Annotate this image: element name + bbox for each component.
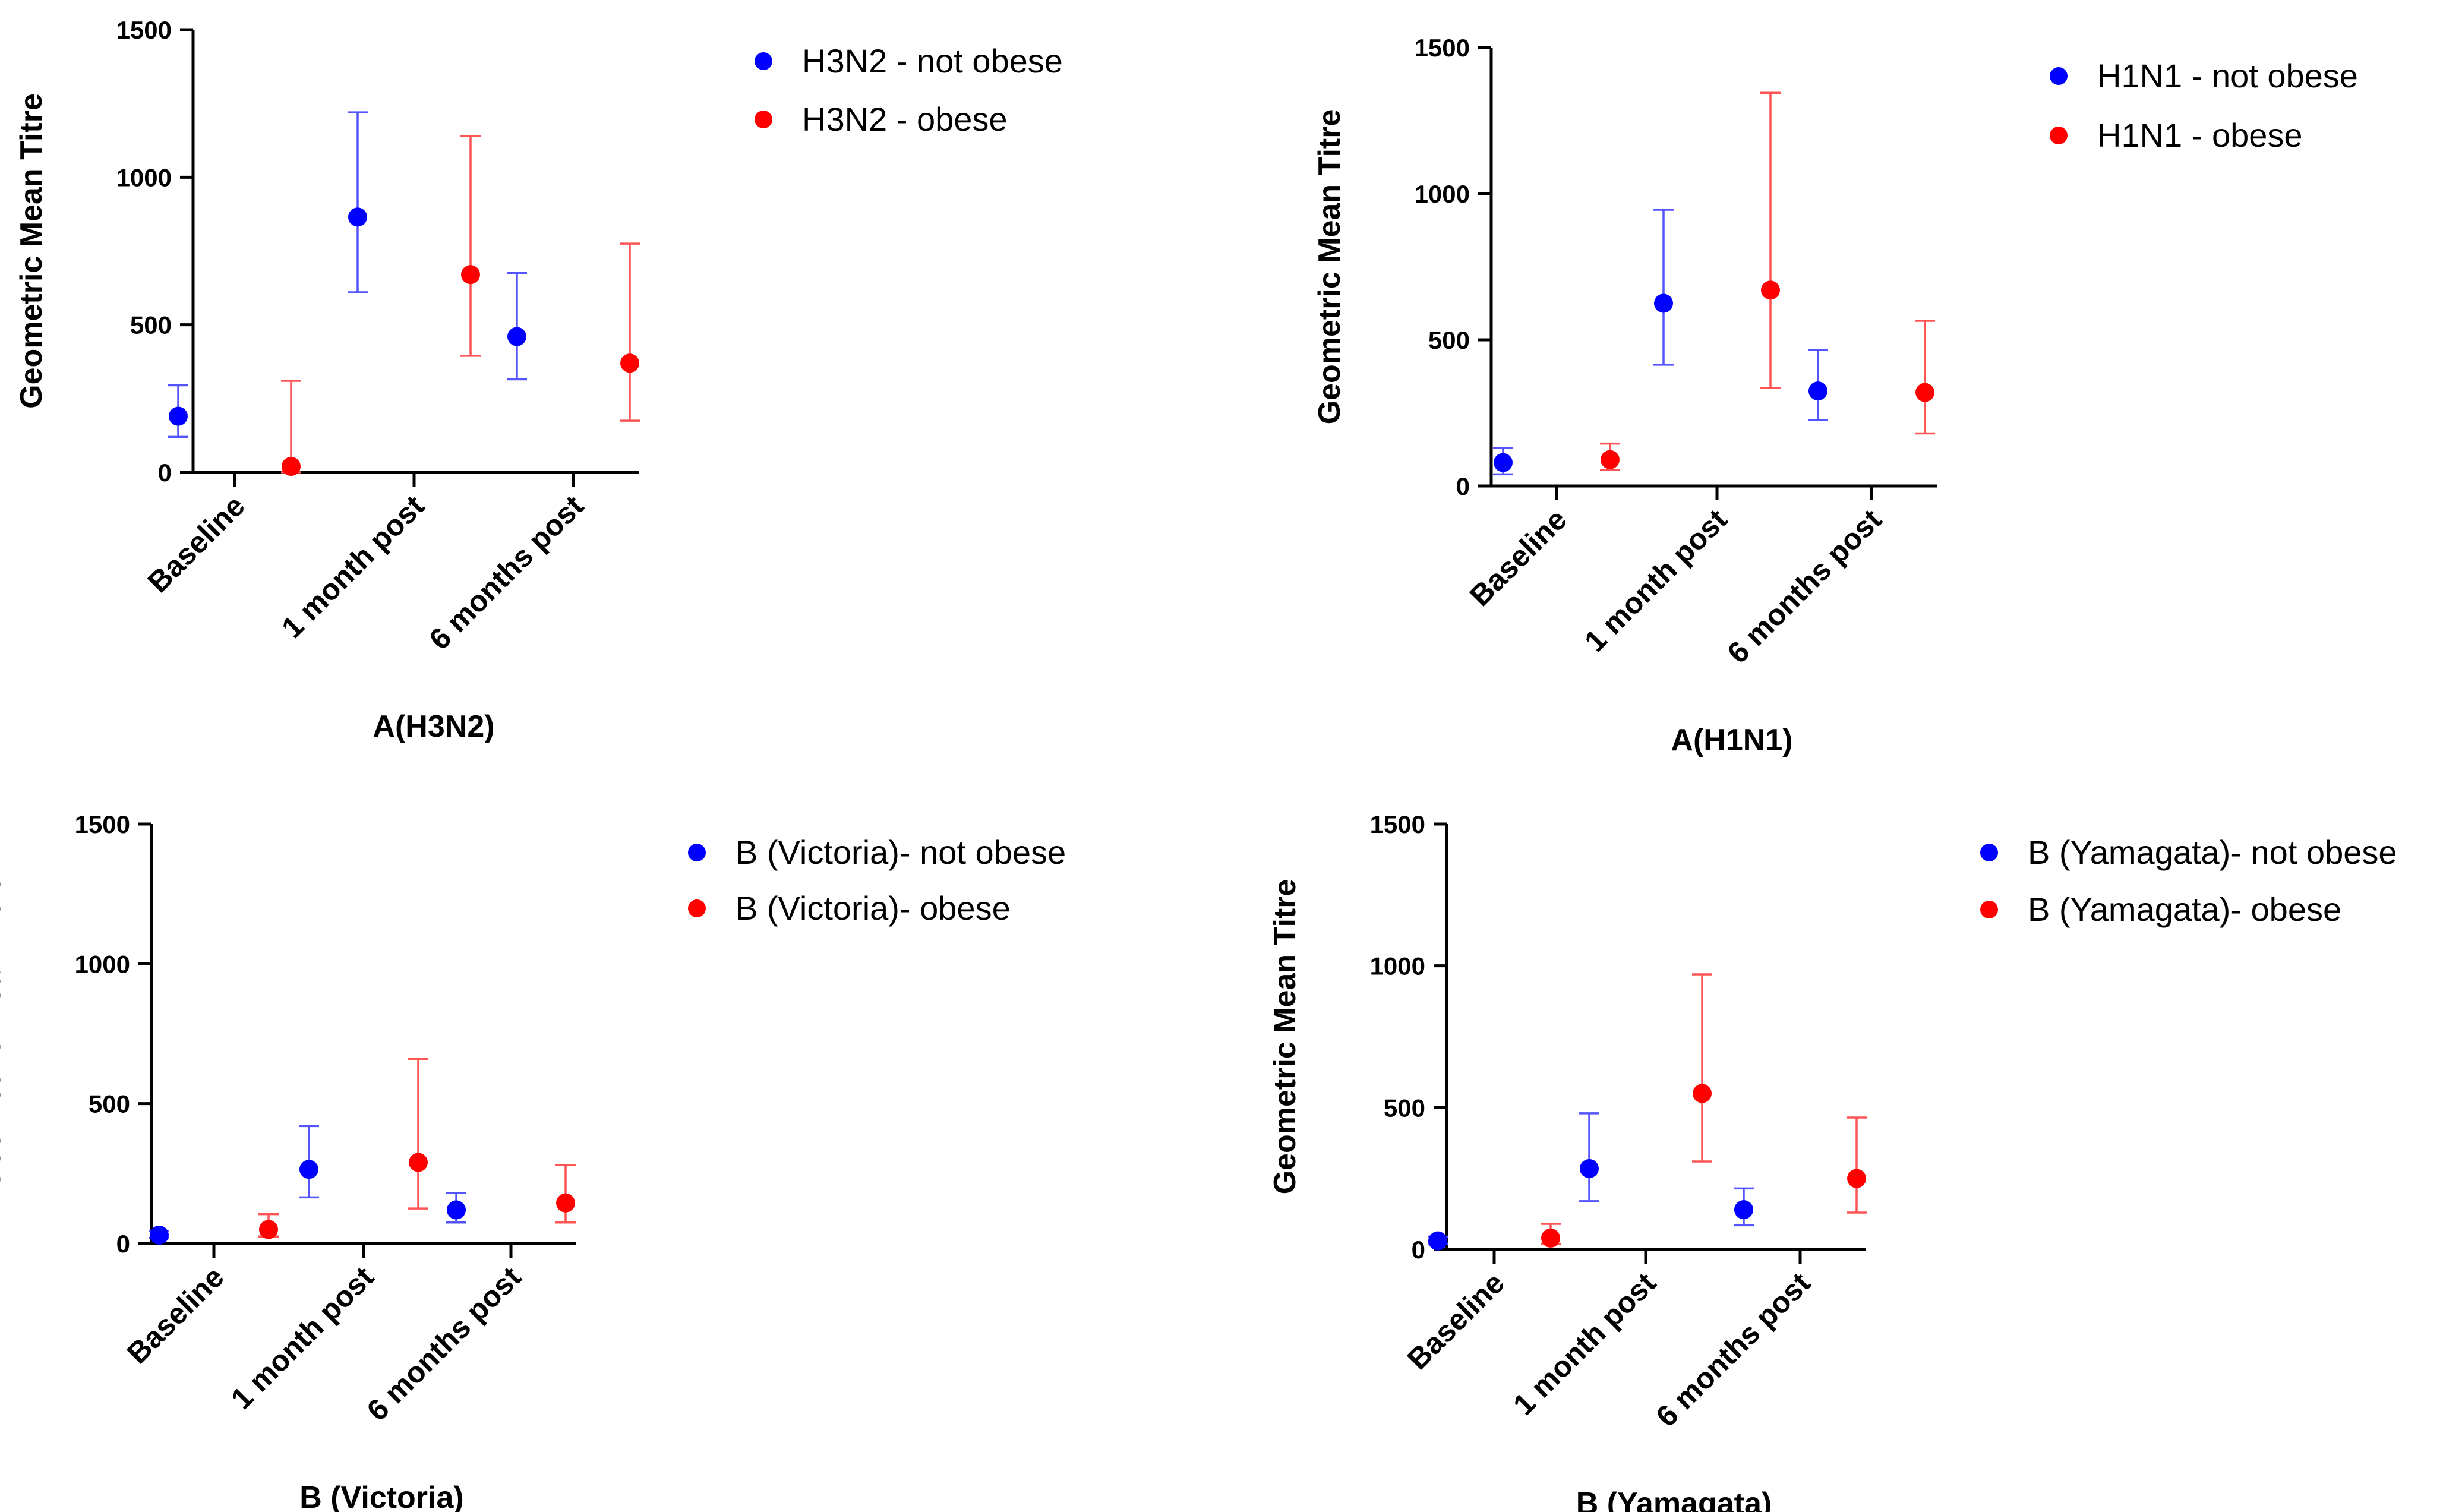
x-category-label: 1 month post [225, 1260, 380, 1416]
legend-marker [2050, 127, 2068, 144]
legend-label: B (Yamagata)- not obese [2028, 834, 2397, 871]
y-tick-label: 1000 [75, 950, 130, 978]
y-tick-label: 0 [158, 459, 172, 487]
y-tick-label: 1000 [1370, 952, 1425, 980]
data-point [461, 265, 480, 285]
data-point [299, 1160, 318, 1179]
legend-label: H1N1 - not obese [2097, 57, 2358, 94]
chart-panel-3: 0 500 1000 1500 Geometric Mean Titre Baseline… [0, 810, 1066, 1512]
data-point [409, 1153, 428, 1172]
series-not-obese [149, 1125, 466, 1245]
y-axis-title: Geometric Mean Titre [14, 93, 49, 409]
series-obese [281, 135, 640, 476]
data-point [259, 1220, 278, 1239]
legend-label: H3N2 - not obese [802, 42, 1063, 80]
y-tick-label: 0 [116, 1230, 130, 1258]
x-axis-title: A(H1N1) [1671, 723, 1792, 757]
data-point [1541, 1228, 1560, 1248]
legend-marker [688, 844, 706, 861]
series-obese [1541, 973, 1867, 1248]
y-tick-label: 1000 [1415, 180, 1470, 208]
y-tick-label: 500 [1428, 326, 1470, 354]
data-point [348, 207, 367, 227]
y-tick-label: 0 [1456, 472, 1470, 500]
chart-panel-4: 0 500 1000 1500 Geometric Mean Titre Baseline… [1268, 810, 2397, 1512]
legend-label: B (Victoria)- obese [736, 889, 1011, 927]
y-tick-label: 1000 [116, 163, 172, 191]
data-point [1761, 280, 1780, 300]
x-category-label: Baseline [121, 1260, 231, 1370]
data-point [1915, 383, 1934, 402]
legend-marker [688, 899, 706, 917]
data-point [1693, 1084, 1712, 1103]
x-axis-title: B (Victoria) [299, 1481, 463, 1512]
data-point [282, 457, 301, 476]
data-point [1808, 381, 1827, 401]
data-point [1601, 450, 1620, 469]
data-point [1494, 453, 1513, 472]
y-tick-label: 500 [130, 311, 172, 339]
x-category-label: Baseline [1401, 1266, 1511, 1376]
y-tick-label: 500 [1384, 1094, 1425, 1122]
legend-label: B (Yamagata)- obese [2028, 891, 2341, 928]
y-axis-title: Geometric Mean Titre [1312, 109, 1347, 425]
legend-label: B (Victoria)- not obese [736, 834, 1066, 871]
x-category-label: Baseline [141, 489, 251, 599]
data-point [447, 1200, 466, 1220]
data-point [507, 327, 526, 346]
x-category-label: 6 months post [423, 489, 590, 656]
series-not-obese [1493, 209, 1828, 476]
data-point [1580, 1159, 1599, 1178]
data-point [169, 406, 188, 426]
y-tick-label: 1500 [1370, 810, 1425, 838]
legend-marker [755, 52, 772, 70]
legend-marker [1980, 844, 1998, 861]
data-point [1734, 1200, 1753, 1220]
data-point [1428, 1231, 1447, 1251]
x-axis-title: A(H3N2) [373, 709, 494, 744]
y-axis-title: Geometric Mean Titre [1268, 879, 1302, 1195]
legend-marker [755, 111, 772, 128]
data-point [1654, 293, 1673, 313]
y-tick-label: 0 [1412, 1236, 1425, 1264]
chart-panel-2: 0 500 1000 1500 Geometric Mean Titre Baseline… [1312, 34, 2358, 757]
x-category-label: 1 month post [275, 489, 431, 645]
x-axis-title: B (Yamagata) [1576, 1486, 1772, 1512]
x-category-label: 6 months post [1650, 1266, 1817, 1433]
y-tick-label: 1500 [116, 16, 172, 44]
x-category-label: 6 months post [1721, 503, 1888, 670]
y-tick-label: 1500 [1415, 34, 1470, 62]
data-point [1847, 1169, 1866, 1188]
legend-marker [1980, 901, 1998, 918]
y-tick-label: 1500 [75, 810, 130, 838]
data-point [150, 1225, 169, 1245]
x-category-label: 6 months post [361, 1260, 528, 1427]
series-not-obese [1428, 1112, 1754, 1251]
data-point [556, 1193, 575, 1213]
y-axis-title: Geometric Mean Titre [0, 876, 7, 1192]
series-obese [1600, 91, 1935, 471]
y-tick-label: 500 [89, 1090, 130, 1118]
legend-marker [2050, 67, 2068, 85]
legend-label: H3N2 - obese [802, 100, 1008, 138]
series-obese [258, 1058, 576, 1239]
series-not-obese [168, 111, 527, 438]
x-category-label: 1 month post [1507, 1266, 1662, 1422]
chart-panel-1: 0 500 1000 1500 Geometric Mean Titre Baseline… [14, 16, 1063, 744]
x-category-label: Baseline [1463, 503, 1573, 613]
x-category-label: 1 month post [1578, 503, 1734, 658]
legend-label: H1N1 - obese [2097, 116, 2303, 154]
data-point [620, 353, 639, 373]
